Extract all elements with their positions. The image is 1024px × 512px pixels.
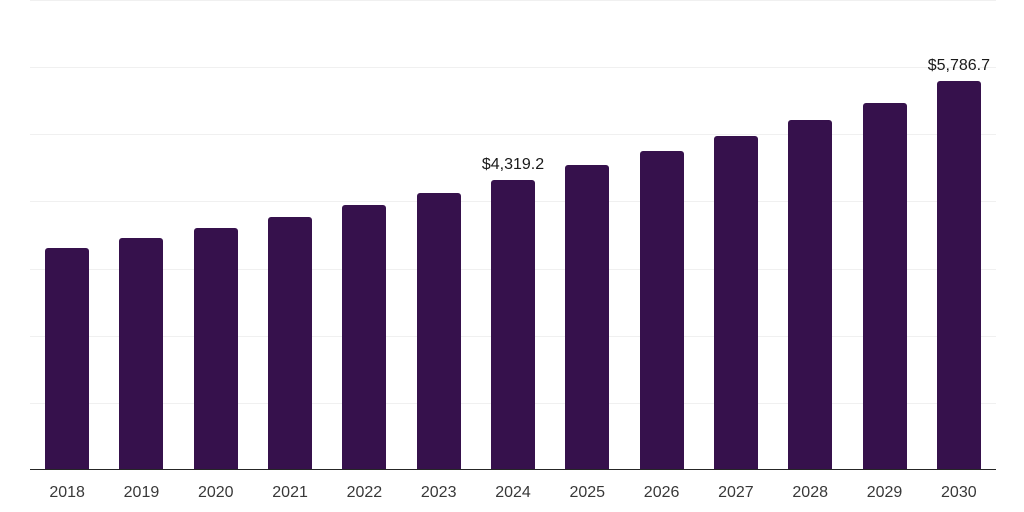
x-tick-2018: 2018 [49, 484, 85, 501]
bar-2027 [713, 135, 758, 470]
x-tick-2028: 2028 [792, 484, 828, 501]
bar-2024 [491, 180, 535, 470]
bar-2018 [45, 247, 90, 470]
x-tick-2024: 2024 [495, 484, 531, 501]
x-tick-2022: 2022 [346, 484, 383, 501]
data-label-2030: $5,786.7 [927, 57, 990, 75]
x-axis-line [30, 468, 996, 470]
x-tick-2021: 2021 [272, 484, 308, 501]
bar-2030 [936, 81, 981, 470]
data-label-2024: $4,319.2 [481, 156, 545, 173]
x-tick-2029: 2029 [866, 484, 903, 501]
bar-2020 [193, 227, 238, 470]
bar-2019 [119, 237, 164, 470]
bar-2022 [342, 205, 387, 470]
x-tick-2026: 2026 [643, 484, 680, 501]
plot-area: $4,319.2 $5,786.7 [30, 0, 996, 470]
bar-2021 [268, 216, 313, 470]
bar-2026 [639, 151, 684, 470]
gridline-7000 [30, 0, 996, 1]
bar-2028 [788, 119, 833, 470]
gridline-5000 [30, 134, 996, 136]
bar-2025 [565, 165, 610, 470]
bar-2023 [416, 193, 461, 470]
x-tick-2019: 2019 [123, 484, 160, 501]
x-axis-labels: 2018 2019 2020 2021 2022 2023 2024 2025 2026 2027… [30, 483, 996, 503]
x-tick-2023: 2023 [420, 484, 457, 501]
bar-2029 [862, 103, 907, 470]
x-tick-2030: 2030 [941, 484, 977, 501]
x-tick-2027: 2027 [718, 484, 754, 501]
x-tick-2025: 2025 [569, 484, 606, 501]
x-tick-2020: 2020 [197, 484, 234, 501]
gridline-6000 [30, 67, 996, 69]
